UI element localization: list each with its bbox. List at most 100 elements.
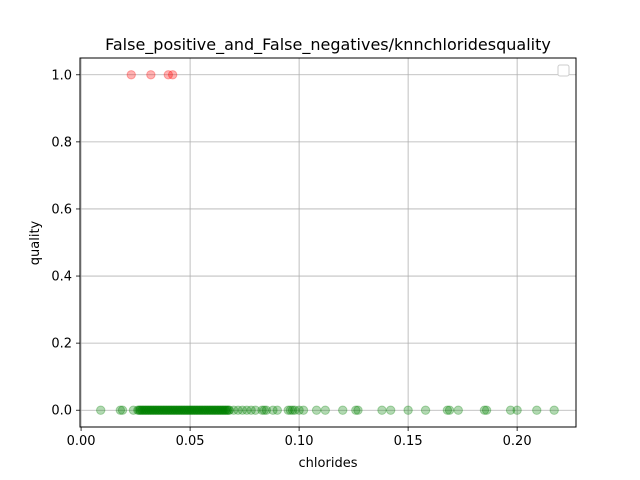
false-negative-point [229,405,239,415]
false-negative-point [311,405,322,415]
false-negative-point [217,405,227,415]
false-positive-point [146,70,156,80]
false-positive-point [126,70,136,80]
false-negative-point [115,405,126,415]
false-negative-point [181,405,191,415]
false-negative-point [196,405,206,415]
false-negative-point [287,405,298,415]
grid-lines [80,58,576,427]
false-negative-point [198,405,208,415]
data-points [96,70,559,415]
false-negative-point [153,405,164,415]
false-negative-point [206,405,216,415]
false-negative-point [202,405,213,415]
false-negative-point [200,405,211,415]
false-negative-point [141,405,152,415]
x-tick-label: 0.15 [394,434,423,449]
false-negative-point [187,405,197,415]
plot-area-frame [79,57,577,428]
false-negative-point [207,405,217,415]
false-negative-point [183,405,193,415]
false-negative-point [272,405,283,415]
false-negative-point [189,405,200,415]
false-negative-point [479,405,490,415]
false-negative-point [197,405,208,415]
false-negative-point [215,405,226,415]
false-negative-point [196,405,206,415]
false-negative-point [96,405,106,415]
false-negative-point [505,405,516,415]
false-negative-point [385,405,396,415]
false-negative-point [453,405,463,415]
chart-title: False_positive_and_False_negatives/knnch… [105,35,551,55]
false-negative-point [338,405,348,415]
false-negative-point [159,405,169,415]
false-negative-point [117,405,128,415]
false-negative-point [173,405,183,415]
false-negative-point [137,405,147,415]
false-negative-point [420,405,431,415]
false-negative-point [512,405,522,415]
false-negative-point [133,405,143,415]
false-negative-point [268,405,278,415]
false-negative-point [148,405,159,415]
false-negative-point [320,405,330,415]
false-negative-point [214,405,224,415]
false-negative-point [186,405,196,415]
false-negative-point [171,405,182,415]
x-tick-label: 0.10 [285,434,314,449]
false-negative-point [150,405,160,415]
false-negative-point [220,405,230,415]
false-negative-point [146,405,156,415]
false-negative-point [219,405,229,415]
false-negative-point [209,405,219,415]
false-negative-point [161,405,171,415]
false-negative-point [170,405,180,415]
false-negative-point [290,405,300,415]
false-negative-point [161,405,172,415]
false-negative-point [532,405,542,415]
false-negative-point [166,405,177,415]
x-tick-label: 0.05 [176,434,205,449]
false-negative-point [285,405,296,415]
false-negative-point [193,405,203,415]
false-negative-point [176,405,187,415]
false-negative-point [353,405,363,415]
false-negative-point [191,405,202,415]
false-negative-point [481,405,492,415]
false-negative-point [179,405,190,415]
false-negative-point [137,405,147,415]
y-tick-label: 0.0 [51,404,72,419]
false-negative-point [218,405,228,415]
false-negative-point [209,405,219,415]
false-negative-point [242,405,252,415]
false-negative-point [174,405,184,415]
false-negative-point [261,405,272,415]
y-tick-label: 0.8 [51,135,72,150]
false-negative-point [205,405,215,415]
false-negative-point [143,405,154,415]
false-negative-point [176,405,187,415]
false-negative-point [442,405,453,415]
false-negative-point [154,405,165,415]
false-negative-point [178,405,189,415]
false-negative-point [222,405,232,415]
false-negative-point [128,405,139,415]
false-negative-point [199,405,209,415]
false-negative-point [175,405,185,415]
false-negative-point [172,405,182,415]
false-negative-point [204,405,214,415]
false-negative-point [168,405,178,415]
false-negative-point [139,405,149,415]
false-positive-point [167,70,178,80]
false-negative-point [170,405,180,415]
false-negative-point [259,405,269,415]
false-negative-point [403,405,413,415]
false-negative-point [147,405,157,415]
false-negative-point [211,405,221,415]
y-axis-label: quality [28,220,43,265]
false-negative-point [250,405,261,415]
false-negative-point [165,405,176,415]
